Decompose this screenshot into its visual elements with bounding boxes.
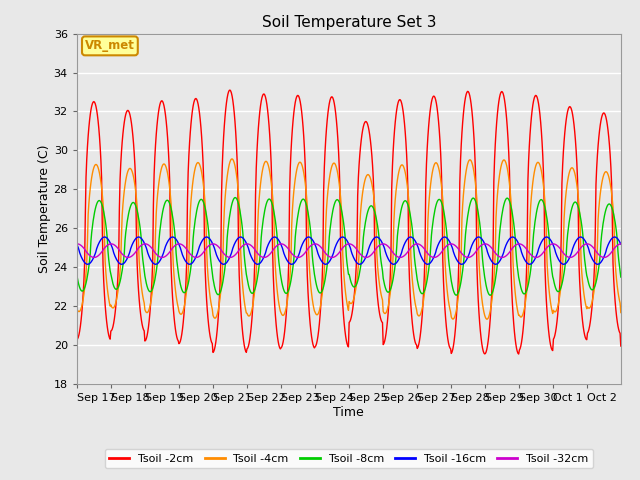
- Tsoil -32cm: [264, 253, 271, 259]
- Line: Tsoil -32cm: Tsoil -32cm: [77, 244, 621, 257]
- Text: VR_met: VR_met: [85, 39, 135, 52]
- Tsoil -16cm: [617, 241, 625, 247]
- Tsoil -2cm: [515, 351, 522, 357]
- Tsoil -32cm: [617, 241, 625, 247]
- Tsoil -4cm: [73, 305, 81, 311]
- Tsoil -32cm: [311, 241, 319, 247]
- Title: Soil Temperature Set 3: Soil Temperature Set 3: [262, 15, 436, 30]
- Line: Tsoil -16cm: Tsoil -16cm: [77, 237, 621, 264]
- Tsoil -4cm: [617, 310, 625, 315]
- Tsoil -16cm: [238, 235, 246, 240]
- Tsoil -4cm: [406, 207, 413, 213]
- Tsoil -2cm: [237, 314, 245, 320]
- Tsoil -2cm: [436, 137, 444, 143]
- Tsoil -32cm: [73, 241, 81, 247]
- Y-axis label: Soil Temperature (C): Soil Temperature (C): [38, 144, 51, 273]
- Tsoil -2cm: [73, 336, 81, 342]
- Tsoil -16cm: [265, 240, 273, 246]
- Legend: Tsoil -2cm, Tsoil -4cm, Tsoil -8cm, Tsoil -16cm, Tsoil -32cm: Tsoil -2cm, Tsoil -4cm, Tsoil -8cm, Tsoi…: [105, 449, 593, 468]
- Tsoil -2cm: [264, 114, 272, 120]
- Tsoil -4cm: [483, 316, 491, 322]
- Tsoil -4cm: [285, 286, 292, 291]
- Line: Tsoil -2cm: Tsoil -2cm: [77, 90, 621, 354]
- Tsoil -8cm: [73, 272, 81, 278]
- Tsoil -32cm: [406, 246, 414, 252]
- Tsoil -16cm: [73, 241, 81, 247]
- Tsoil -2cm: [285, 254, 292, 260]
- Tsoil -16cm: [220, 262, 227, 267]
- Tsoil -32cm: [284, 246, 292, 252]
- Tsoil -8cm: [237, 217, 245, 223]
- Tsoil -8cm: [406, 208, 413, 214]
- Tsoil -16cm: [406, 234, 414, 240]
- Tsoil -32cm: [437, 251, 445, 256]
- Tsoil -2cm: [226, 87, 234, 93]
- Tsoil -8cm: [264, 197, 272, 203]
- Tsoil -4cm: [436, 171, 444, 177]
- Tsoil -8cm: [617, 274, 625, 280]
- Tsoil -8cm: [231, 195, 239, 201]
- Tsoil -8cm: [285, 287, 292, 292]
- Tsoil -2cm: [617, 343, 625, 349]
- Tsoil -16cm: [285, 261, 293, 266]
- Tsoil -16cm: [437, 237, 445, 243]
- Tsoil -4cm: [228, 156, 236, 162]
- Tsoil -4cm: [237, 265, 245, 271]
- Tsoil -16cm: [137, 235, 145, 240]
- Tsoil -2cm: [137, 312, 145, 317]
- Tsoil -2cm: [406, 276, 413, 281]
- Line: Tsoil -8cm: Tsoil -8cm: [77, 198, 621, 295]
- Tsoil -8cm: [137, 229, 145, 235]
- Tsoil -16cm: [237, 234, 244, 240]
- Tsoil -32cm: [137, 243, 145, 249]
- Tsoil -32cm: [237, 245, 244, 251]
- Tsoil -4cm: [137, 277, 145, 283]
- Tsoil -4cm: [264, 162, 272, 168]
- X-axis label: Time: Time: [333, 406, 364, 419]
- Tsoil -8cm: [436, 197, 444, 203]
- Line: Tsoil -4cm: Tsoil -4cm: [77, 159, 621, 319]
- Tsoil -8cm: [486, 292, 494, 298]
- Tsoil -32cm: [328, 254, 336, 260]
